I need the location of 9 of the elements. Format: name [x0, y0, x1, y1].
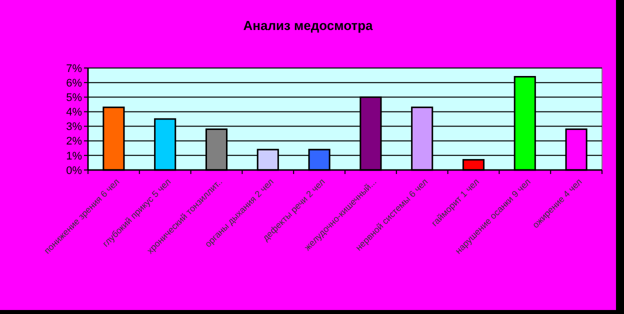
y-tick-label: 5%: [66, 92, 82, 104]
y-tick-label: 4%: [66, 106, 82, 119]
y-tick-label: 2%: [66, 136, 82, 148]
y-tick-label: 7%: [66, 62, 82, 75]
y-tick-label: 3%: [66, 121, 82, 134]
y-tick-label: 0%: [66, 164, 82, 177]
y-tick-label: 6%: [66, 77, 82, 90]
chart-title: Анализ медосмотра: [243, 18, 374, 33]
y-tick-label: 1%: [66, 150, 82, 162]
